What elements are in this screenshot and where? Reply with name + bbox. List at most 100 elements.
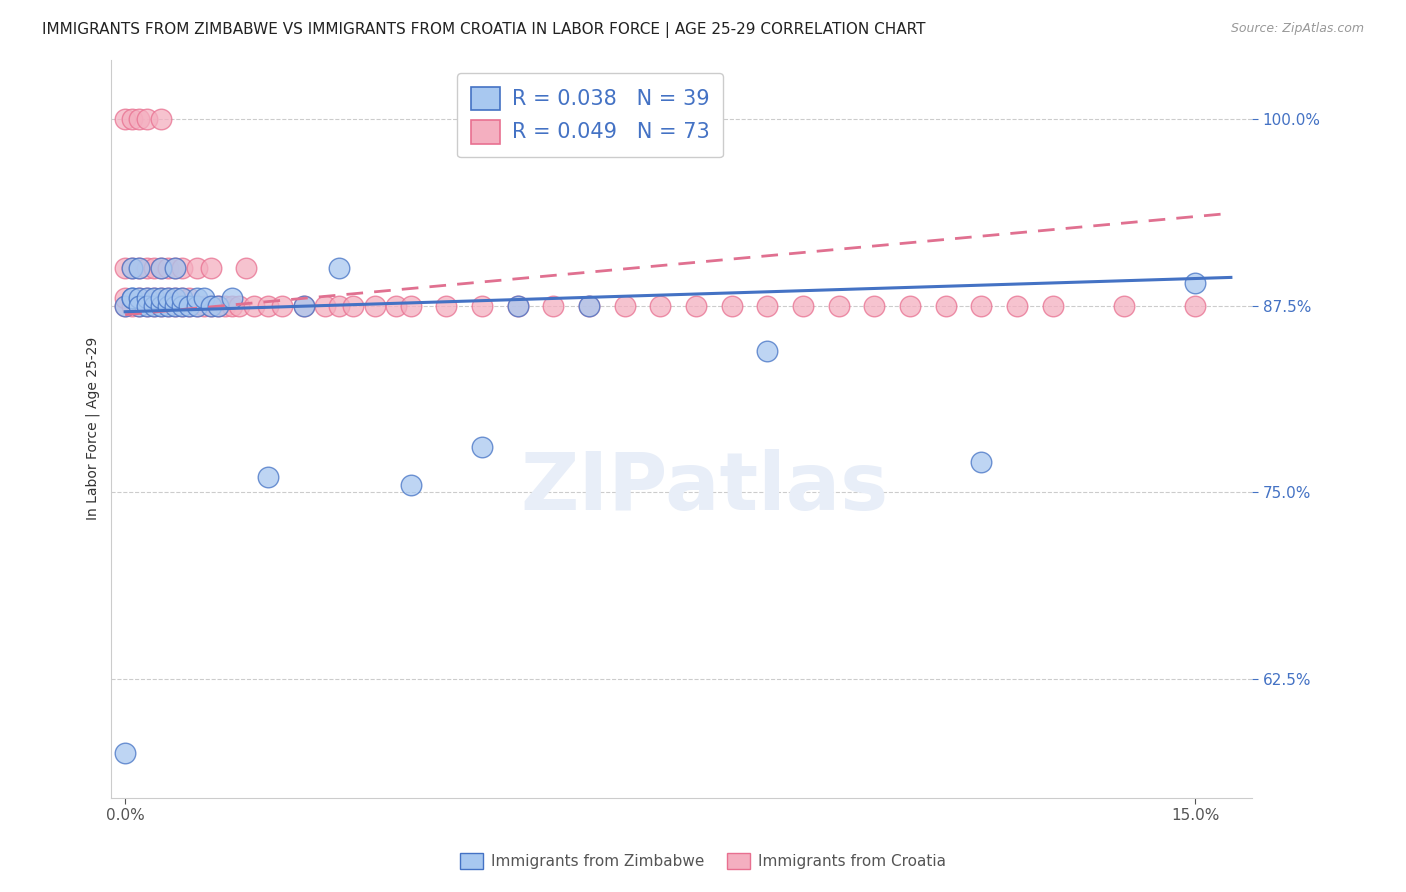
Point [328,261,350,276]
Point [1184,277,1206,291]
Point [578,299,600,313]
Point [200,299,222,313]
Point [114,299,136,313]
Point [328,299,350,313]
Point [200,299,222,313]
Point [399,299,422,313]
Point [385,299,408,313]
Point [235,261,257,276]
Point [756,299,779,313]
Point [121,261,143,276]
Point [172,291,194,305]
Point [149,261,172,276]
Point [193,291,215,305]
Point [228,299,250,313]
Point [165,261,187,276]
Point [142,291,165,305]
Point [156,291,179,305]
Point [364,299,387,313]
Point [613,299,636,313]
Point [257,299,280,313]
Point [121,112,143,127]
Point [121,291,143,305]
Point [128,299,150,313]
Point [207,299,229,313]
Point [156,299,179,313]
Point [1005,299,1028,313]
Point [342,299,364,313]
Point [135,291,157,305]
Point [128,261,150,276]
Point [221,299,243,313]
Point [970,299,993,313]
Point [121,291,143,305]
Point [471,441,494,455]
Point [292,299,315,313]
Point [193,299,215,313]
Point [399,477,422,491]
Point [792,299,814,313]
Point [149,261,172,276]
Point [114,291,136,305]
Point [221,291,243,305]
Point [179,291,201,305]
Point [165,291,187,305]
Point [207,299,229,313]
Point [128,299,150,313]
Point [172,291,194,305]
Point [135,299,157,313]
Point [142,291,165,305]
Point [128,291,150,305]
Point [114,299,136,313]
Point [271,299,294,313]
Point [756,343,779,358]
Point [172,261,194,276]
Point [179,299,201,313]
Point [172,299,194,313]
Point [165,299,187,313]
Point [314,299,336,313]
Point [149,299,172,313]
Point [970,455,993,469]
Point [165,299,187,313]
Point [135,291,157,305]
Point [186,261,208,276]
Point [827,299,849,313]
Point [1042,299,1064,313]
Point [149,299,172,313]
Point [114,261,136,276]
Point [114,112,136,127]
Point [135,299,157,313]
Point [128,112,150,127]
Point [242,299,264,313]
Point [149,291,172,305]
Point [156,291,179,305]
Point [142,299,165,313]
Legend: Immigrants from Zimbabwe, Immigrants from Croatia: Immigrants from Zimbabwe, Immigrants fro… [454,847,952,875]
Point [156,261,179,276]
Point [121,299,143,313]
Point [541,299,564,313]
Point [578,299,600,313]
Point [200,261,222,276]
Point [186,299,208,313]
Point [172,299,194,313]
Point [121,261,143,276]
Point [165,291,187,305]
Point [142,299,165,313]
Point [135,112,157,127]
Point [292,299,315,313]
Point [142,261,165,276]
Point [935,299,957,313]
Point [898,299,921,313]
Point [128,291,150,305]
Text: IMMIGRANTS FROM ZIMBABWE VS IMMIGRANTS FROM CROATIA IN LABOR FORCE | AGE 25-29 C: IMMIGRANTS FROM ZIMBABWE VS IMMIGRANTS F… [42,22,925,38]
Point [471,299,494,313]
Y-axis label: In Labor Force | Age 25-29: In Labor Force | Age 25-29 [86,337,100,520]
Point [149,291,172,305]
Point [1184,299,1206,313]
Point [179,299,201,313]
Point [863,299,886,313]
Text: ZIPatlas: ZIPatlas [520,449,889,527]
Point [214,299,236,313]
